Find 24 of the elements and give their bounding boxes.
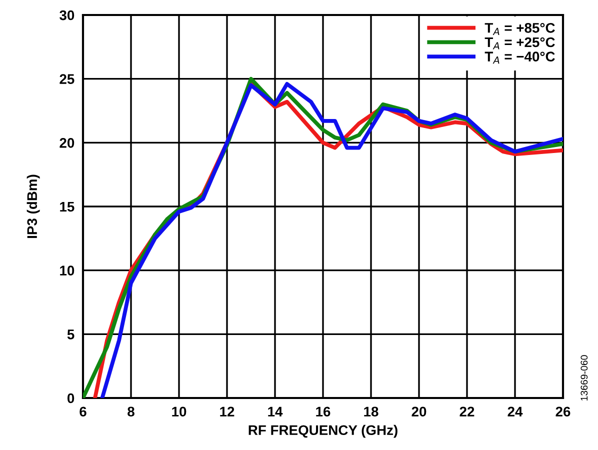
legend-label: T$_{A}$ = +85°C — [484, 22, 555, 35]
x-tick-label: 8 — [128, 406, 134, 417]
x-tick-label: 20 — [412, 406, 426, 417]
y-tick-label: 30 — [60, 10, 74, 20]
legend-label: T$_{A}$ = +25°C — [484, 37, 555, 50]
y-tick-label: 25 — [60, 74, 74, 84]
y-axis-title: IP3 (dBm) — [26, 174, 40, 238]
text: 13669-060 — [580, 355, 588, 401]
x-tick-label: 10 — [172, 406, 186, 417]
legend-label: T$_{A}$ = −40°C — [484, 52, 555, 64]
x-tick-label: 18 — [364, 406, 378, 417]
y-tick-label: 10 — [60, 266, 74, 276]
x-tick-label: 6 — [80, 406, 86, 417]
x-tick-label: 16 — [316, 406, 330, 417]
y-tick-label: 0 — [67, 393, 74, 404]
x-axis-title: RF FREQUENCY (GHz) — [248, 424, 398, 438]
x-tick-label: 24 — [508, 406, 523, 416]
x-tick-label: 12 — [220, 406, 234, 416]
x-tick-label: 26 — [556, 406, 570, 417]
x-tick-label: 14 — [268, 406, 283, 416]
y-tick-label: 20 — [60, 138, 74, 148]
y-tick-label: 5 — [67, 330, 74, 340]
y-tick-label: 15 — [60, 202, 74, 212]
x-tick-label: 22 — [460, 406, 474, 416]
